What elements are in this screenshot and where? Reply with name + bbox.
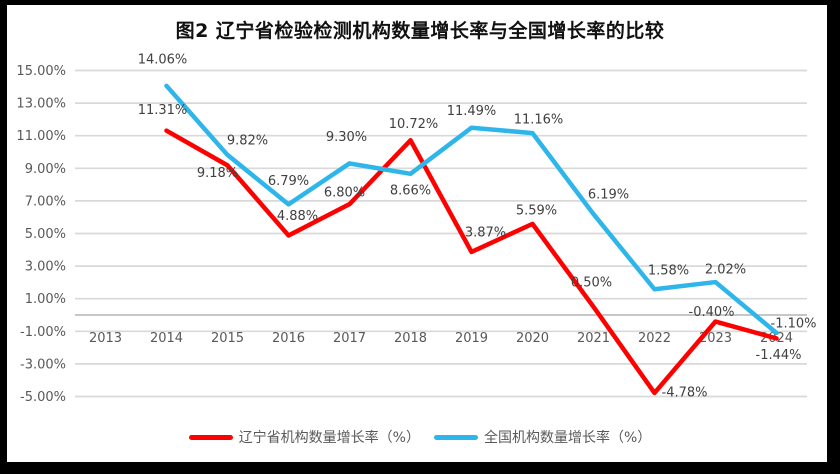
y-tick-label: 1.00% <box>25 292 66 307</box>
data-label: 9.18% <box>197 166 238 181</box>
data-label: 11.16% <box>514 113 564 128</box>
data-label: -4.78% <box>662 385 708 400</box>
x-tick-label: 2023 <box>699 331 732 346</box>
x-tick-label: 2016 <box>272 331 305 346</box>
data-label: 5.59% <box>516 203 557 218</box>
data-label: -0.40% <box>689 305 735 320</box>
x-tick-label: 2019 <box>455 331 488 346</box>
x-tick-label: 2022 <box>638 331 671 346</box>
y-tick-label: -5.00% <box>20 390 66 405</box>
legend-label-liaoning: 辽宁省机构数量增长率（%） <box>238 430 420 446</box>
data-label: 14.06% <box>138 52 188 67</box>
data-label: 6.80% <box>324 186 365 201</box>
legend-item-national: 全国机构数量增长率（%） <box>434 427 651 447</box>
data-label: 3.87% <box>465 225 506 240</box>
data-label: 8.66% <box>390 183 431 198</box>
series-line-0 <box>164 128 779 396</box>
legend-label-national: 全国机构数量增长率（%） <box>484 430 652 446</box>
data-label: 10.72% <box>389 117 439 132</box>
legend-item-liaoning: 辽宁省机构数量增长率（%） <box>188 427 420 447</box>
x-tick-label: 2020 <box>516 331 549 346</box>
x-tick-label: 2021 <box>577 331 610 346</box>
data-label: 4.88% <box>277 209 318 224</box>
x-tick-label: 2015 <box>211 331 244 346</box>
y-tick-label: 11.00% <box>16 129 66 144</box>
y-tick-label: 13.00% <box>16 97 66 112</box>
chart-title: 图2 辽宁省检验检测机构数量增长率与全国增长率的比较 <box>175 20 665 42</box>
data-label: 11.49% <box>447 104 497 119</box>
legend-swatch-liaoning-line <box>188 434 233 440</box>
data-label: 6.79% <box>268 174 309 189</box>
x-tick-label: 2013 <box>89 331 122 346</box>
y-tick-label: 5.00% <box>25 227 66 242</box>
data-label: 9.30% <box>326 130 367 145</box>
y-tick-label: -3.00% <box>20 357 66 372</box>
data-label: 1.58% <box>648 264 689 279</box>
y-tick-label: 15.00% <box>16 64 66 79</box>
chart-legend: 辽宁省机构数量增长率（%） 全国机构数量增长率（%） <box>0 427 840 447</box>
series-line-1 <box>164 83 779 336</box>
data-label: 0.50% <box>571 275 612 290</box>
data-label: -1.44% <box>756 348 802 363</box>
data-label: 6.19% <box>588 188 629 203</box>
x-tick-label: 2018 <box>394 331 427 346</box>
data-label: 9.82% <box>227 133 268 148</box>
y-tick-label: 9.00% <box>25 162 66 177</box>
y-tick-label: 3.00% <box>25 260 66 275</box>
x-tick-label: 2014 <box>150 331 183 346</box>
data-label: 2.02% <box>705 263 746 278</box>
data-label: -1.10% <box>771 316 817 331</box>
data-label: 11.31% <box>138 103 188 118</box>
legend-swatch-national-line <box>434 434 478 440</box>
x-tick-label: 2017 <box>333 331 366 346</box>
y-tick-label: 7.00% <box>25 194 66 209</box>
y-tick-label: -1.00% <box>20 325 66 340</box>
